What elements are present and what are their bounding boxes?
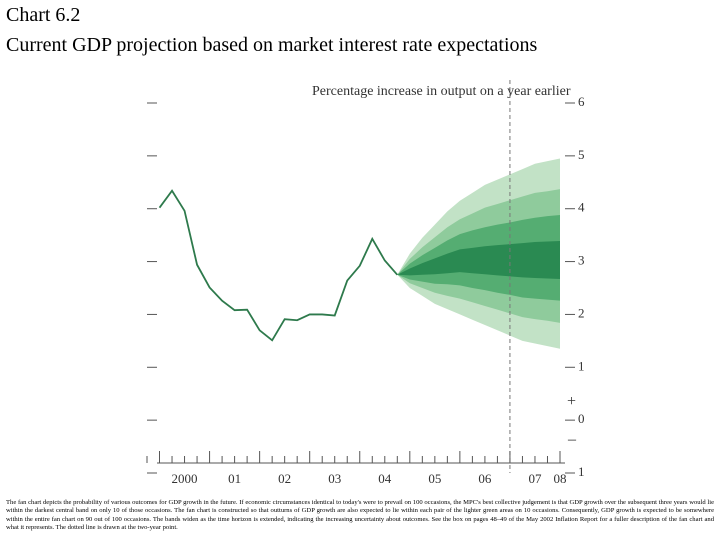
x-tick-label: 2000 — [172, 471, 198, 486]
chart-title: Chart 6.2 — [6, 4, 81, 26]
y-tick-label: 4 — [578, 200, 585, 215]
y-axis-label: Percentage increase in output on a year … — [312, 84, 571, 99]
chart-subtitle: Current GDP projection based on market i… — [6, 34, 538, 56]
y-tick-label: 3 — [578, 253, 585, 268]
y-tick-label: 5 — [578, 147, 585, 162]
x-tick-label: 02 — [278, 471, 291, 486]
axis-sign-minus: – — [567, 431, 577, 448]
x-tick-label: 07 — [528, 471, 542, 486]
y-tick-label: 1 — [578, 358, 585, 373]
gdp-line — [158, 189, 398, 342]
y-tick-label: 2 — [578, 305, 585, 320]
y-tick-label: 6 — [578, 94, 585, 109]
axis-sign-plus: + — [567, 393, 576, 410]
chart: Percentage increase in output on a year … — [146, 80, 585, 486]
y-tick-label: 0 — [578, 411, 585, 426]
x-tick-label: 08 — [553, 471, 566, 486]
fan-band — [397, 240, 560, 280]
x-tick-label: 03 — [328, 471, 341, 486]
x-tick-label: 01 — [228, 471, 241, 486]
x-tick-label: 05 — [428, 471, 441, 486]
footnote: The fan chart depicts the probability of… — [6, 499, 714, 531]
x-tick-label: 04 — [378, 471, 392, 486]
y-tick-label: 1 — [578, 464, 585, 479]
x-tick-label: 06 — [478, 471, 492, 486]
